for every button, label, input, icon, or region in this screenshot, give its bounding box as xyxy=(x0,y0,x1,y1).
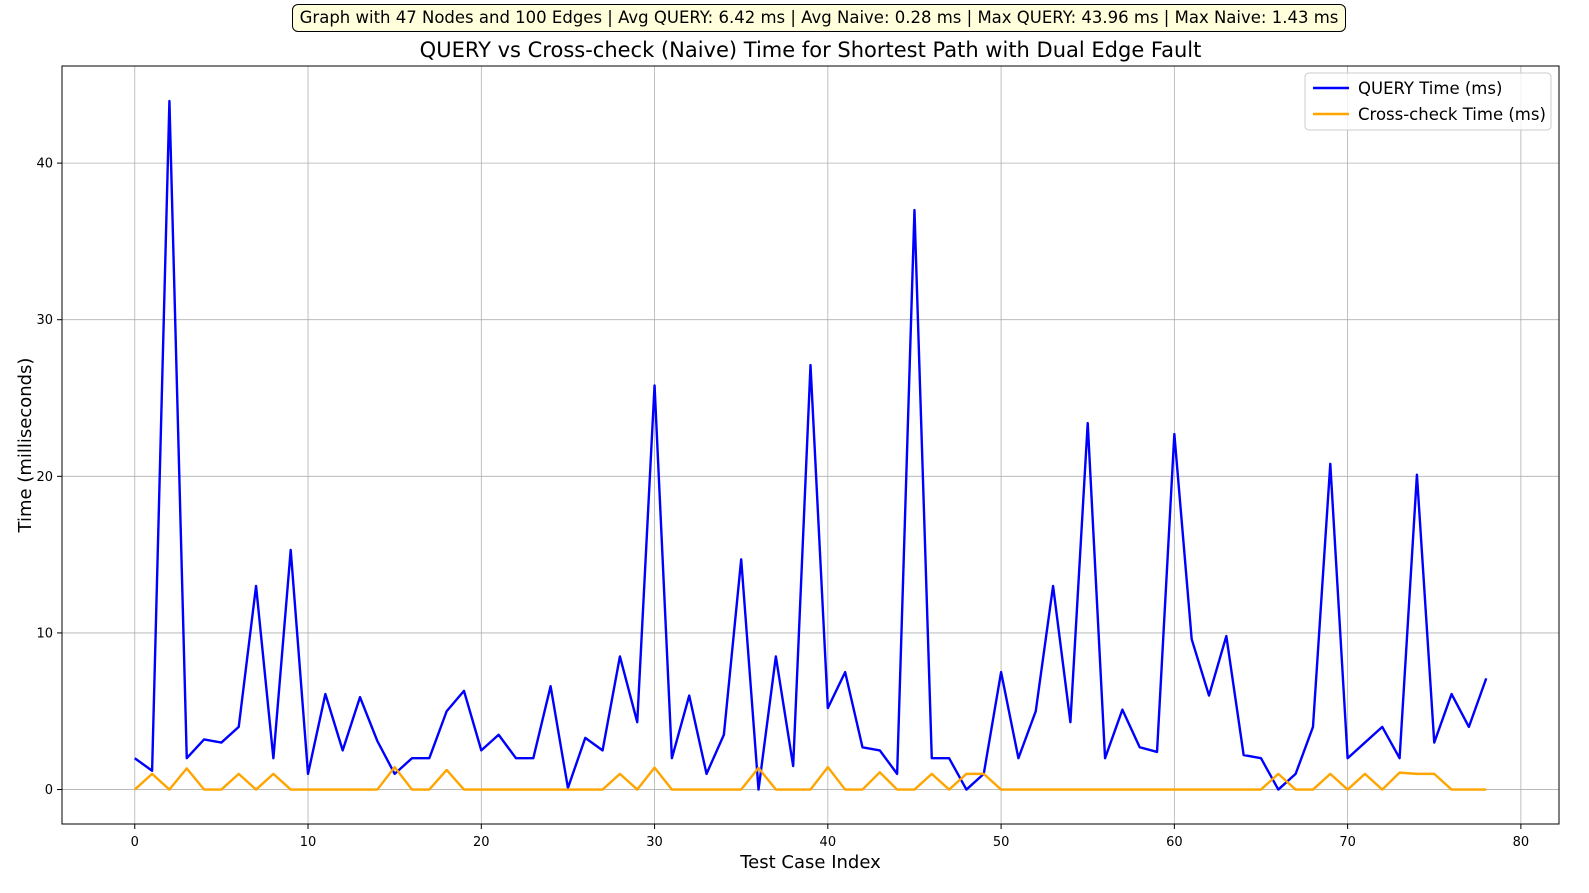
y-tick-label: 40 xyxy=(36,157,53,172)
y-tick-label: 20 xyxy=(36,470,53,485)
legend-box xyxy=(1304,72,1552,131)
grid-lines xyxy=(62,66,1559,824)
x-tick-label: 80 xyxy=(1513,835,1530,850)
x-tick-label: 70 xyxy=(1339,835,1356,850)
series-lines xyxy=(133,99,1488,791)
stats-summary-box: Graph with 47 Nodes and 100 Edges | Avg … xyxy=(292,4,1346,32)
series-line-query xyxy=(134,99,1488,791)
axis-ticks: 0 10 20 30 40 50 60 70 80 0 10 20 30 40 xyxy=(36,157,1529,850)
y-tick-label: 0 xyxy=(45,783,53,798)
x-tick-label: 10 xyxy=(300,835,317,850)
x-tick-label: 20 xyxy=(473,835,490,850)
legend-label: QUERY Time (ms) xyxy=(1358,79,1502,98)
x-tick-label: 30 xyxy=(646,835,663,850)
x-tick-label: 50 xyxy=(993,835,1010,850)
x-tick-label: 0 xyxy=(131,835,139,850)
legend: QUERY Time (ms) Cross-check Time (ms) xyxy=(1304,72,1552,131)
x-tick-label: 60 xyxy=(1166,835,1183,850)
plot-frame xyxy=(61,65,1560,825)
chart-title: QUERY vs Cross-check (Naive) Time for Sh… xyxy=(420,38,1202,62)
x-tick-label: 40 xyxy=(820,835,837,850)
legend-label: Cross-check Time (ms) xyxy=(1358,105,1546,124)
y-tick-label: 10 xyxy=(36,626,53,641)
series-line-cross-check xyxy=(133,765,1487,791)
x-axis-label: Test Case Index xyxy=(739,852,881,873)
y-axis-label: Time (milliseconds) xyxy=(15,358,36,534)
y-tick-label: 30 xyxy=(36,313,53,328)
